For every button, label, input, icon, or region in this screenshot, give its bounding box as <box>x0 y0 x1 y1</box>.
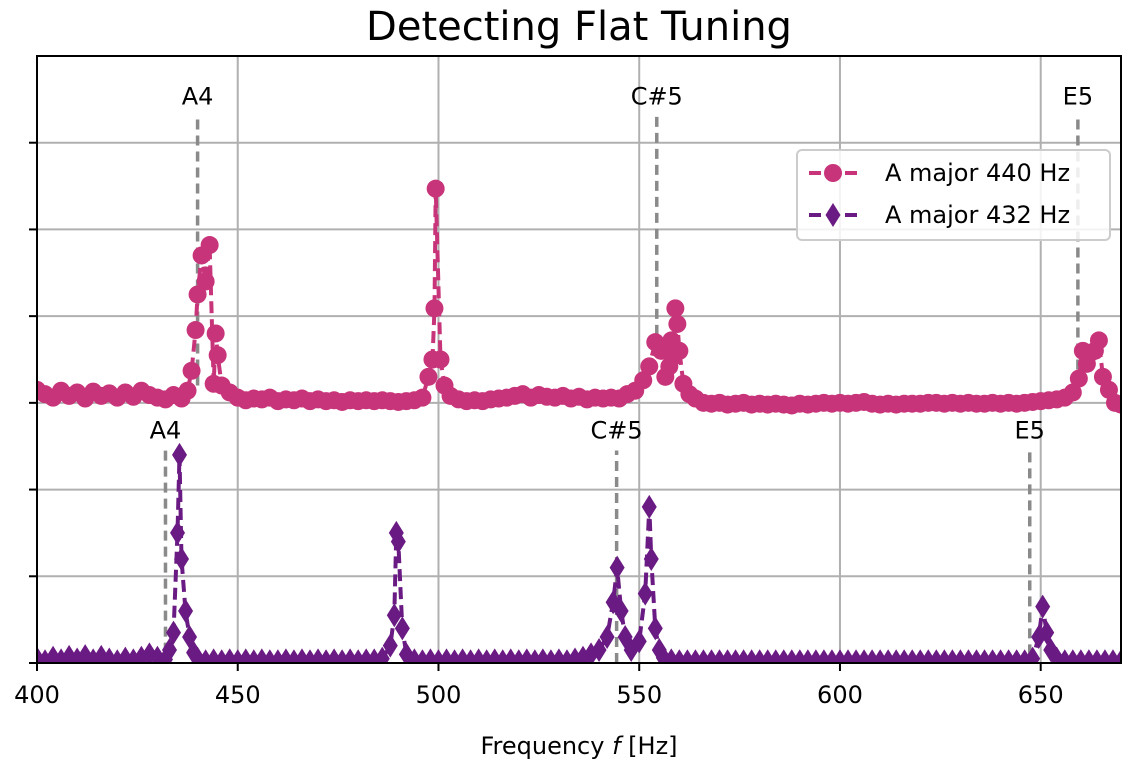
data-point <box>1025 646 1041 663</box>
data-point <box>634 371 653 390</box>
data-point <box>425 299 444 318</box>
series-line <box>37 452 1121 663</box>
legend-label: A major 432 Hz <box>885 201 1070 229</box>
x-axis-label: Frequency f [Hz] <box>480 732 677 760</box>
legend-label: A major 440 Hz <box>885 159 1070 187</box>
data-point <box>174 546 190 571</box>
data-point <box>640 357 659 376</box>
x-tick-label: 400 <box>14 681 60 709</box>
data-point <box>1063 383 1082 402</box>
series-group <box>37 179 1121 663</box>
data-point <box>1113 649 1121 663</box>
axes-frame <box>36 55 1122 664</box>
data-point <box>637 581 653 606</box>
x-tick-label: 500 <box>416 681 462 709</box>
data-point <box>1035 594 1051 619</box>
note-label: C#5 <box>631 83 683 111</box>
note-label: A4 <box>150 417 182 445</box>
data-point <box>631 629 647 654</box>
x-tick-label: 650 <box>1018 681 1064 709</box>
y-axis <box>29 141 37 664</box>
data-point <box>186 321 205 340</box>
data-point <box>166 620 182 645</box>
data-point <box>200 236 219 255</box>
data-point <box>431 350 450 369</box>
data-point <box>668 314 687 333</box>
x-axis: 400 450 500 550 600 650 <box>14 663 1064 709</box>
data-point <box>1089 331 1108 350</box>
data-point <box>413 388 432 407</box>
note-label: E5 <box>1063 83 1093 111</box>
note-label: C#5 <box>591 417 643 445</box>
plot-area: A4 C#5 E5 A4 C#5 E5 400 450 500 550 600 650 A major … <box>14 55 1122 709</box>
note-label: E5 <box>1015 417 1045 445</box>
data-point <box>182 361 201 380</box>
series-1 <box>37 179 1121 415</box>
data-point <box>386 603 402 628</box>
data-point <box>647 616 663 641</box>
data-point <box>172 442 188 467</box>
data-point <box>394 616 410 641</box>
data-point <box>670 341 689 360</box>
data-point <box>426 179 445 198</box>
legend-box <box>796 149 1111 241</box>
data-point <box>188 285 207 304</box>
data-point <box>643 546 659 571</box>
x-tick-label: 450 <box>215 681 261 709</box>
chart-title: Detecting Flat Tuning <box>366 4 792 50</box>
data-point <box>208 346 227 365</box>
data-point <box>609 555 625 580</box>
data-point <box>591 637 607 662</box>
data-point <box>390 529 406 554</box>
data-point <box>196 272 215 291</box>
x-tick-label: 600 <box>817 681 863 709</box>
data-point <box>206 324 225 343</box>
grid <box>36 56 1121 664</box>
data-point <box>666 299 685 318</box>
legend: A major 440 Hz A major 432 Hz <box>796 149 1111 241</box>
data-point <box>419 367 438 386</box>
data-point <box>170 520 186 545</box>
x-tick-label: 550 <box>616 681 662 709</box>
data-point <box>1069 369 1088 388</box>
data-point <box>599 624 615 649</box>
data-point <box>178 381 197 400</box>
data-point <box>1112 395 1121 414</box>
legend-marker <box>824 164 842 182</box>
series-2 <box>37 442 1121 663</box>
data-point <box>374 646 390 663</box>
data-point <box>382 633 398 658</box>
data-point <box>583 642 599 663</box>
legend-marker <box>825 203 841 227</box>
data-point <box>641 494 657 519</box>
note-label: A4 <box>182 83 214 111</box>
data-point <box>613 598 629 623</box>
data-point <box>178 598 194 623</box>
